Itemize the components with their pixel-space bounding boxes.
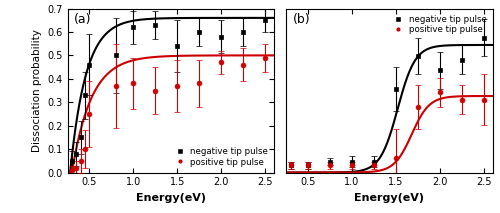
X-axis label: Energy(eV): Energy(eV) bbox=[354, 193, 424, 203]
Text: (a): (a) bbox=[74, 13, 91, 26]
Y-axis label: Dissociation probability: Dissociation probability bbox=[32, 29, 42, 152]
X-axis label: Energy(eV): Energy(eV) bbox=[136, 193, 206, 203]
Legend: negative tip pulse, positive tip pulse: negative tip pulse, positive tip pulse bbox=[169, 145, 270, 168]
Legend: negative tip pulse, positive tip pulse: negative tip pulse, positive tip pulse bbox=[388, 13, 488, 36]
Text: (b): (b) bbox=[292, 13, 310, 26]
